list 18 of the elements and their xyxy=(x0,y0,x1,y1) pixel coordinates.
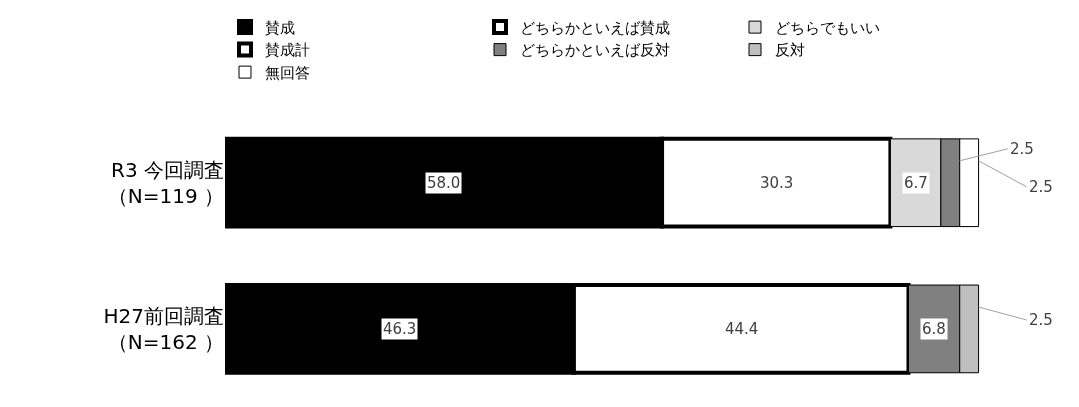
legend-label: 賛成計 xyxy=(265,41,310,60)
data-label: 2.5 xyxy=(1029,311,1053,329)
data-label: 44.4 xyxy=(725,320,759,338)
legend-label: 賛成 xyxy=(265,18,295,37)
data-label: 6.7 xyxy=(904,174,928,192)
data-label: 46.3 xyxy=(383,320,417,338)
data-label: 6.8 xyxy=(922,320,946,338)
legend-label: どちらかといえば反対 xyxy=(520,41,670,60)
y-tick-label: H27前回調査（N=162 ） xyxy=(103,303,224,354)
data-label: 2.5 xyxy=(1010,140,1034,158)
y-tick-label: R3 今回調査（N=119 ） xyxy=(107,157,224,208)
data-label: 58.0 xyxy=(427,174,461,192)
legend-label: どちらでもいい xyxy=(775,18,880,37)
legend-label: どちらかといえば賛成 xyxy=(520,18,670,37)
legend-label: 無回答 xyxy=(265,63,310,82)
data-label: 30.3 xyxy=(760,174,794,192)
data-label: 2.5 xyxy=(1029,178,1053,196)
legend-label: 反対 xyxy=(775,41,805,60)
